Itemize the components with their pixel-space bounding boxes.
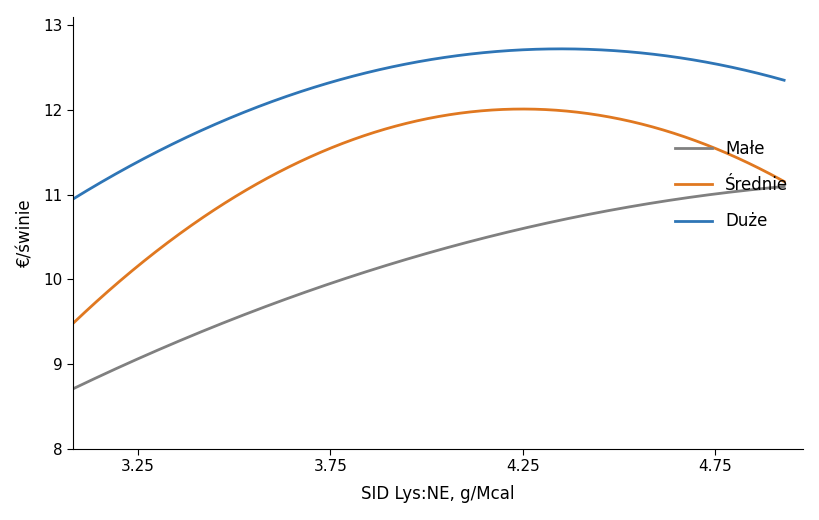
Duże	[486, 49, 496, 55]
Duże	[604, 47, 613, 54]
Średnie	[486, 107, 496, 113]
Duże	[389, 63, 399, 70]
Średnie	[604, 114, 613, 120]
Średnie	[778, 178, 788, 185]
X-axis label: SID Lys:NE, g/Mcal: SID Lys:NE, g/Mcal	[361, 485, 514, 503]
Line: Duże: Duże	[73, 49, 783, 199]
Duże	[193, 128, 203, 135]
Małe	[389, 260, 399, 266]
Średnie	[193, 217, 203, 224]
Line: Średnie: Średnie	[73, 109, 783, 323]
Małe	[251, 307, 260, 314]
Średnie	[518, 106, 527, 112]
Duże	[251, 105, 260, 111]
Y-axis label: €/świnie: €/świnie	[16, 199, 34, 267]
Średnie	[389, 123, 399, 129]
Legend: Małe, Średnie, Duże: Małe, Średnie, Duże	[667, 133, 794, 237]
Line: Małe: Małe	[73, 187, 783, 389]
Duże	[68, 196, 78, 202]
Duże	[542, 46, 552, 52]
Duże	[778, 77, 788, 83]
Średnie	[251, 181, 260, 188]
Średnie	[68, 320, 78, 327]
Duże	[555, 46, 565, 52]
Małe	[603, 207, 613, 214]
Małe	[778, 184, 788, 190]
Małe	[542, 220, 552, 226]
Małe	[193, 330, 203, 336]
Średnie	[543, 107, 553, 113]
Małe	[486, 233, 496, 239]
Małe	[68, 386, 78, 392]
